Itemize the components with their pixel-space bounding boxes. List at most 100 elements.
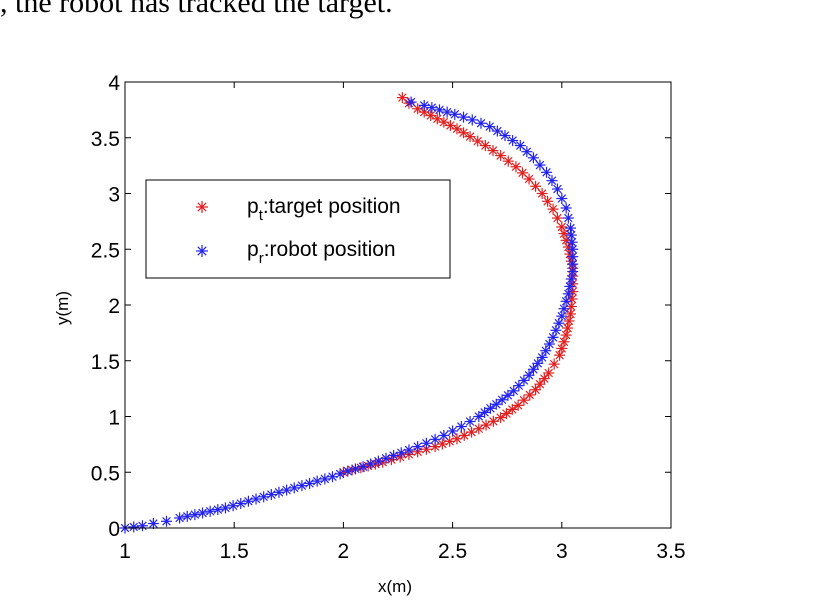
point-robot-19 (388, 450, 400, 462)
point-robot-10-1 (258, 491, 270, 503)
point-robot-43 (449, 108, 461, 120)
point-robot-42 (466, 114, 478, 126)
point-robot-8-1 (227, 500, 239, 512)
legend-marker-robot (196, 245, 208, 257)
point-robot-39-1 (507, 135, 519, 147)
point-robot-18 (372, 455, 384, 467)
point-robot-26 (508, 385, 520, 397)
point-robot-38 (527, 152, 539, 164)
point-robot-3 (147, 518, 159, 530)
point-robot-20 (403, 444, 415, 456)
point-robot-17 (357, 461, 369, 473)
point-robot-24 (473, 411, 485, 422)
point-robot-39 (514, 140, 526, 152)
point-robot-8 (219, 502, 231, 514)
plot-frame (124, 81, 672, 529)
point-robot-25-1 (496, 394, 508, 406)
point-robot-9-1 (242, 495, 254, 507)
legend: pt:target position pr:robot position (145, 179, 451, 279)
legend-target-sub: t (259, 207, 264, 224)
point-robot-36-1 (546, 175, 558, 187)
point-robot-35 (560, 202, 572, 214)
point-robot-44-1 (426, 102, 438, 114)
legend-robot-rest: :robot position (264, 238, 396, 261)
point-robot-1 (128, 521, 140, 533)
point-robot-33-1 (566, 236, 578, 248)
point-target-7-1 (487, 145, 499, 157)
y-tick-label-1.5: 1.5 (91, 351, 120, 374)
legend-star-robot (196, 245, 208, 257)
point-target-5 (451, 123, 463, 135)
x-tick-label-3: 3 (556, 540, 568, 563)
point-target-12 (547, 203, 559, 215)
legend-box (145, 179, 451, 279)
x-tick-label-2.5: 2.5 (438, 540, 467, 563)
point-target-11-1 (542, 195, 554, 207)
point-robot-37 (541, 166, 553, 178)
point-target-24-2 (458, 429, 470, 441)
legend-robot-main: p (247, 238, 259, 261)
point-robot-32 (567, 266, 579, 278)
point-robot-30-2 (560, 295, 572, 307)
point-robot-27-1 (527, 363, 539, 375)
point-robot-22-1 (447, 425, 459, 437)
point-robot-34-1 (562, 212, 574, 224)
point-robot-5-1 (181, 510, 193, 522)
point-target-18-1 (558, 336, 570, 348)
point-target-23 (495, 412, 507, 424)
point-robot-18-1 (380, 452, 392, 464)
point-robot-43-1 (441, 106, 453, 118)
point-target-20-2 (534, 378, 546, 390)
y-tick-label-3: 3 (108, 184, 120, 207)
point-robot-25-2 (502, 389, 514, 401)
point-robot-30-1 (558, 303, 570, 315)
point-target-2 (412, 103, 424, 115)
legend-target-rest: :target position (263, 195, 401, 218)
point-robot-6 (189, 509, 201, 521)
legend-target-main: p (247, 195, 259, 218)
point-robot-41-1 (475, 117, 487, 129)
point-robot-7 (204, 505, 216, 517)
point-target-17 (565, 308, 577, 320)
point-target-11 (536, 188, 548, 199)
point-target-17-2 (562, 322, 574, 334)
point-robot-33 (567, 243, 579, 255)
point-robot-26-1 (513, 380, 525, 392)
point-target-24-1 (466, 426, 478, 438)
point-target-22 (512, 399, 524, 411)
x-tick-label-3.5: 3.5 (656, 540, 685, 563)
point-robot-24-1 (479, 406, 491, 418)
y-tick-label-2: 2 (108, 295, 120, 318)
point-target-17-1 (563, 315, 575, 327)
x-tick-label-2: 2 (338, 540, 350, 563)
point-robot-13-1 (304, 477, 316, 489)
point-robot-31-1 (564, 280, 576, 292)
point-robot-22 (438, 429, 450, 441)
point-target-7 (479, 140, 491, 152)
point-robot-4 (160, 515, 172, 527)
y-axis-label: y(m) (53, 291, 72, 325)
legend-marker-target (196, 201, 208, 213)
point-robot-31-2 (565, 273, 577, 285)
point-target-19 (554, 349, 566, 361)
point-robot-14 (311, 475, 323, 487)
point-target-3 (425, 109, 437, 121)
y-tick-label-3.5: 3.5 (91, 128, 120, 151)
y-tick-label-4: 4 (108, 72, 120, 95)
point-robot-7-1 (212, 504, 224, 516)
legend-star-target (196, 201, 208, 213)
point-target-22-2 (500, 408, 512, 420)
point-target-21 (530, 384, 542, 396)
point-robot-16 (342, 465, 354, 477)
y-tick-label-2.5: 2.5 (91, 239, 120, 262)
x-tick-label-1: 1 (119, 540, 131, 563)
point-robot-25 (490, 398, 502, 410)
point-robot-32-1 (567, 258, 579, 270)
point-robot-30 (556, 310, 568, 322)
point-robot-5 (174, 512, 186, 524)
point-robot-46 (405, 96, 417, 108)
legend-entry-robot: pr:robot position (247, 238, 396, 267)
y-tick-label-1: 1 (108, 407, 120, 430)
point-target-6-1 (472, 135, 484, 147)
